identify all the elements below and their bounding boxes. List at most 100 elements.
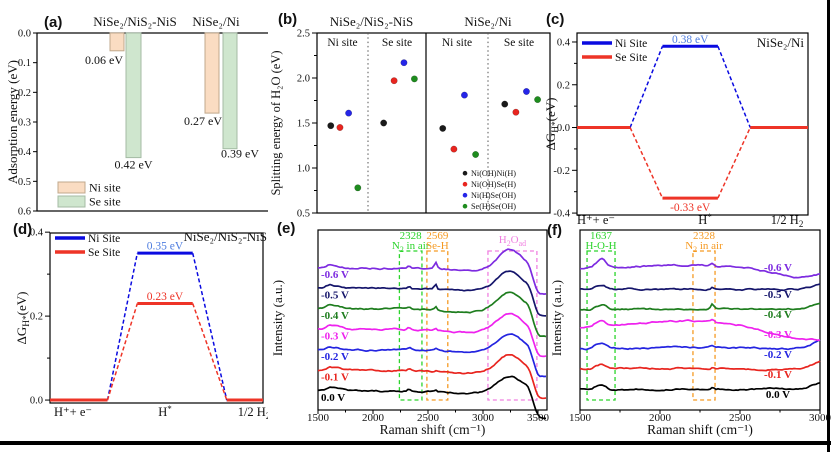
figure-bottom-border xyxy=(0,441,831,445)
x-tick-label: 3000 xyxy=(472,412,495,424)
scatter-point-Ni(OH)Se(H) xyxy=(390,77,398,85)
bar-value-label: 0.27 eV xyxy=(184,114,222,128)
voltage-label: 0.0 V xyxy=(321,392,345,404)
plateau-value-label: 0.38 eV xyxy=(672,34,709,46)
legend-dot xyxy=(462,192,468,198)
legend-label: Ni(OH)Ni(H) xyxy=(471,169,516,178)
y-tick-label: 0.0 xyxy=(557,123,570,134)
legend-label: Ni site xyxy=(89,181,121,195)
annotation-box xyxy=(692,250,716,401)
y-axis-label: Intensity (a.u.) xyxy=(549,280,564,356)
panel-raman-spectra-wide: (e) 1500 2000 2500 3000 3500 Raman shift (cm⁻… xyxy=(268,218,560,438)
annotation-box xyxy=(426,250,449,401)
section-header: Ni site xyxy=(442,37,472,49)
section-header: Se site xyxy=(382,37,412,49)
plateau-value-label: -0.33 eV xyxy=(670,202,711,214)
panel-title: NiSe₂/NiS₂-NiS xyxy=(184,229,267,244)
x-tick-label: 2000 xyxy=(649,412,672,424)
annotation-label: 2328 xyxy=(400,230,423,242)
y-axis-label: Intensity (a.u.) xyxy=(270,280,285,356)
legend-label: Ni(H)Se(OH) xyxy=(471,191,516,200)
raman-spectra-chart-e: 1500 2000 2500 3000 3500 Raman shift (cm⁻¹) In… xyxy=(270,229,550,437)
annotation-label: 2328 xyxy=(693,230,716,242)
voltage-label: -0.3 V xyxy=(764,329,792,341)
voltage-label: -0.2 V xyxy=(764,349,792,361)
spectrum-curve--0.5V xyxy=(580,283,821,292)
scatter-point-Ni(H)Se(OH) xyxy=(345,109,353,117)
bar-value-label: 0.39 eV xyxy=(221,147,259,161)
spectrum-curve--0.1V xyxy=(317,353,547,400)
y-tick-label: 0.4 xyxy=(18,147,32,158)
legend-label: Se Site xyxy=(88,247,120,259)
y-tick-label: 0.1 xyxy=(18,58,31,69)
panel-letter-d: (d) xyxy=(13,221,33,238)
free-energy-diagram-nise2-nis2-nis: 0.4 0.2 0.0 ΔGH*(eV) 0.35 eV 0.23 eV Ni Site Se… xyxy=(14,228,268,421)
voltage-label: -0.6 V xyxy=(321,269,349,281)
legend-dot xyxy=(462,170,468,176)
annotation-label: 1637 xyxy=(590,230,613,242)
panel-title: NiSe₂/Ni xyxy=(757,35,805,50)
legend-label: Ni Site xyxy=(615,38,647,50)
annotation-label: H-O-H xyxy=(585,240,616,252)
annotation-label: 2569 xyxy=(426,230,449,242)
spectrum-curve-0.0V xyxy=(579,381,821,392)
bar-Se-site xyxy=(222,32,238,150)
legend-label: Se Site xyxy=(615,52,647,64)
panel-splitting-energy: (b) 0.5 1.0 1.5 2.0 2.5 Splitting energy of H… xyxy=(268,0,560,225)
energy-connector xyxy=(629,45,664,128)
plateau-value-label: 0.23 eV xyxy=(147,291,184,303)
plot-frame xyxy=(49,232,264,404)
y-axis-label: ΔGH*(eV) xyxy=(545,97,561,150)
scatter-point-Se(H)Se(OH) xyxy=(354,184,362,192)
y-tick-label: 0.4 xyxy=(557,37,571,48)
voltage-label: -0.3 V xyxy=(321,331,349,343)
scatter-point-Ni(OH)Se(H) xyxy=(336,124,344,131)
figure-right-border xyxy=(827,0,830,452)
energy-connector xyxy=(192,303,228,401)
legend-swatch xyxy=(57,181,86,194)
voltage-label: 0.0 V xyxy=(766,389,790,401)
energy-connector xyxy=(629,127,664,199)
x-tick-label: 2000 xyxy=(362,412,385,424)
x-tick-label: 1500 xyxy=(569,412,592,424)
y-tick-label: 0.3 xyxy=(18,118,31,129)
y-tick-label: 0.6 xyxy=(18,207,31,218)
annotation-box xyxy=(398,250,423,401)
x-tick-label: 1/2 H2 xyxy=(238,405,268,421)
scatter-point-Se(H)Se(OH) xyxy=(472,151,480,158)
section-header: Ni site xyxy=(327,37,357,49)
bar-Se-site xyxy=(125,32,142,159)
raman-spectra-chart-f: 1500 2000 2500 3000 Raman shift (cm⁻¹) Intens… xyxy=(549,229,831,437)
voltage-label: -0.5 V xyxy=(764,289,792,301)
scatter-point-Ni(OH)Ni(H) xyxy=(439,124,447,132)
y-tick-label: 2.0 xyxy=(297,74,310,85)
legend-label: Ni Site xyxy=(88,233,120,245)
energy-connector xyxy=(106,252,139,401)
scatter-point-Se(H)Se(OH) xyxy=(534,96,542,104)
legend-label: Ni(OH)Se(H) xyxy=(471,180,516,189)
y-tick-label: 0.2 xyxy=(30,312,43,323)
x-tick-label: 3000 xyxy=(809,412,831,424)
voltage-label: -0.1 V xyxy=(321,372,349,384)
group-title: NiSe₂/NiS₂-NiS xyxy=(93,14,176,29)
scatter-point-Se(H)Se(OH) xyxy=(410,75,418,83)
plot-frame xyxy=(317,229,548,411)
annotation-label: N2 in air xyxy=(685,240,723,254)
annotation-label: H2Oad xyxy=(499,234,526,248)
y-tick-label: 1.0 xyxy=(297,164,310,175)
group-title: NiSe₂/NiS₂-NiS xyxy=(330,14,413,29)
energy-connector xyxy=(717,127,751,199)
group-title: NiSe₂/Ni xyxy=(464,14,512,29)
voltage-label: -0.5 V xyxy=(321,290,349,302)
spectrum-curve--0.3V xyxy=(317,312,547,358)
spectrum-curve--0.2V xyxy=(317,333,547,378)
legend-swatch xyxy=(57,195,86,208)
bar-Ni-site xyxy=(204,32,220,114)
spectrum-curve--0.4V xyxy=(579,302,821,312)
panel-free-energy-nise2-nis2-nis: (d) 0.4 0.2 0.0 ΔGH*(eV) 0.35 eV 0.23 eV Ni Si… xyxy=(6,218,268,438)
panel-adsorption-energy: (a) 0.0 0.1 0.2 0.3 0.4 0.5 0.6 Adsorption ener… xyxy=(6,0,268,225)
x-axis-label: Raman shift (cm⁻¹) xyxy=(647,422,753,437)
y-axis-label: ΔGH*(eV) xyxy=(14,291,32,344)
x-tick-label: H⁺+ e⁻ xyxy=(54,405,92,419)
